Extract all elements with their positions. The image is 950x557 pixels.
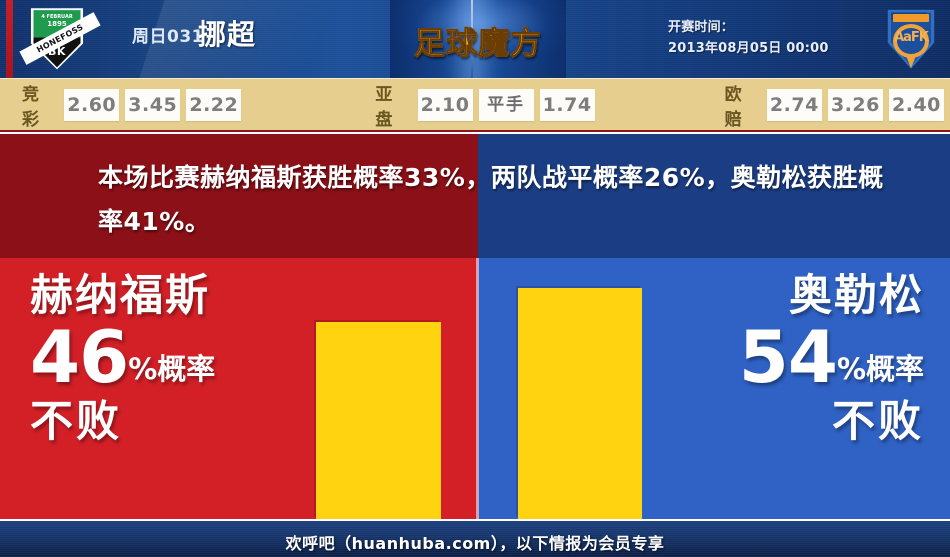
odds-cell-yapan-handicap[interactable]: 平手 (478, 88, 534, 121)
site-footer: 欢呼吧（huanhuba.com），以下情报为会员专享 (0, 519, 950, 557)
odds-cell-jingcai-draw[interactable]: 3.45 (125, 88, 181, 121)
footer-text[interactable]: 欢呼吧（huanhuba.com），以下情报为会员专享 (285, 534, 665, 553)
odds-cell-oupei-home[interactable]: 2.74 (766, 88, 822, 121)
logo-light-ray-icon (470, 0, 473, 78)
probability-statement-banner: 本场比赛赫纳福斯获胜概率33%，两队战平概率26%，奥勒松获胜概率41%。 (0, 134, 950, 258)
league-name: 挪超 (198, 18, 257, 51)
away-status-label: 不败 (832, 397, 924, 447)
away-team-crest-icon: AaFK (882, 8, 940, 70)
odds-cell-yapan-away[interactable]: 1.74 (539, 88, 595, 121)
footer-texture (0, 521, 950, 557)
home-percent-suffix: %概率 (128, 352, 216, 386)
statement-right-bg (478, 134, 950, 258)
probability-comparison-chart: 赫纳福斯 46 %概率 不败 奥勒松 54 %概率 不败 (0, 258, 950, 519)
odds-label-oupei: 欧赔 (724, 84, 743, 130)
away-crest-point (906, 56, 916, 68)
kickoff-time: 2013年08月05日 00:00 (668, 41, 829, 56)
away-crest-bar (893, 14, 929, 22)
away-probability-bar (518, 288, 642, 519)
odds-label-jingcai: 竞彩 (22, 84, 40, 130)
site-logo[interactable]: 足球魔方 (390, 0, 566, 78)
odds-bar: 竞彩 2.60 3.45 2.22 亚盘 2.10 平手 1.74 欧赔 2.7… (0, 78, 950, 132)
statement-left-bg (0, 134, 478, 258)
kickoff-label: 开赛时间： (668, 20, 735, 35)
odds-label-yapan: 亚盘 (375, 84, 394, 130)
crest-year: 4 FEBRUAR 1895 (26, 14, 88, 28)
statement-text: 本场比赛赫纳福斯获胜概率33%，两队战平概率26%，奥勒松获胜概率41%。 (98, 163, 884, 236)
odds-group-jingcai: 竞彩 2.60 3.45 2.22 (22, 80, 247, 130)
panel-divider (476, 258, 479, 519)
kickoff-info: 开赛时间： 2013年08月05日 00:00 (668, 17, 829, 59)
away-percent-value: 54 (738, 315, 838, 399)
crest-year-top: 4 FEBRUAR (41, 14, 73, 20)
header-accent-stripe (6, 0, 13, 78)
away-crest-letters: AaFK (894, 30, 929, 45)
match-header: 4 FEBRUAR 1895 HONEFOSS BK 周日031 挪超 足球魔方… (0, 0, 950, 78)
odds-cell-jingcai-home[interactable]: 2.60 (64, 88, 120, 121)
home-status-label: 不败 (30, 397, 122, 447)
crest-year-value: 1895 (47, 20, 67, 28)
odds-cell-jingcai-away[interactable]: 2.22 (186, 88, 242, 121)
home-probability-bar (316, 322, 441, 519)
odds-cell-oupei-away[interactable]: 2.40 (888, 88, 944, 121)
home-team-block: 赫纳福斯 46 %概率 不败 (30, 258, 215, 448)
crest-suffix: BK (48, 45, 66, 58)
home-team-name: 赫纳福斯 (30, 271, 210, 321)
away-team-name: 奥勒松 (789, 271, 924, 321)
site-logo-text: 足球魔方 (390, 18, 566, 63)
home-team-crest-icon: 4 FEBRUAR 1895 HONEFOSS BK (19, 7, 101, 70)
away-percent-suffix: %概率 (836, 352, 924, 386)
odds-cell-yapan-home[interactable]: 2.10 (417, 88, 473, 121)
home-percent-row: 46 %概率 (30, 315, 216, 399)
odds-cell-oupei-draw[interactable]: 3.26 (827, 88, 883, 121)
odds-group-oupei: 欧赔 2.74 3.26 2.40 (725, 80, 950, 130)
away-percent-row: 54 %概率 (738, 315, 924, 399)
round-label: 周日031 (132, 27, 204, 47)
odds-group-yapan: 亚盘 2.10 平手 1.74 (375, 80, 600, 130)
home-percent-value: 46 (30, 315, 129, 399)
away-team-block: 奥勒松 54 %概率 不败 (739, 258, 924, 448)
